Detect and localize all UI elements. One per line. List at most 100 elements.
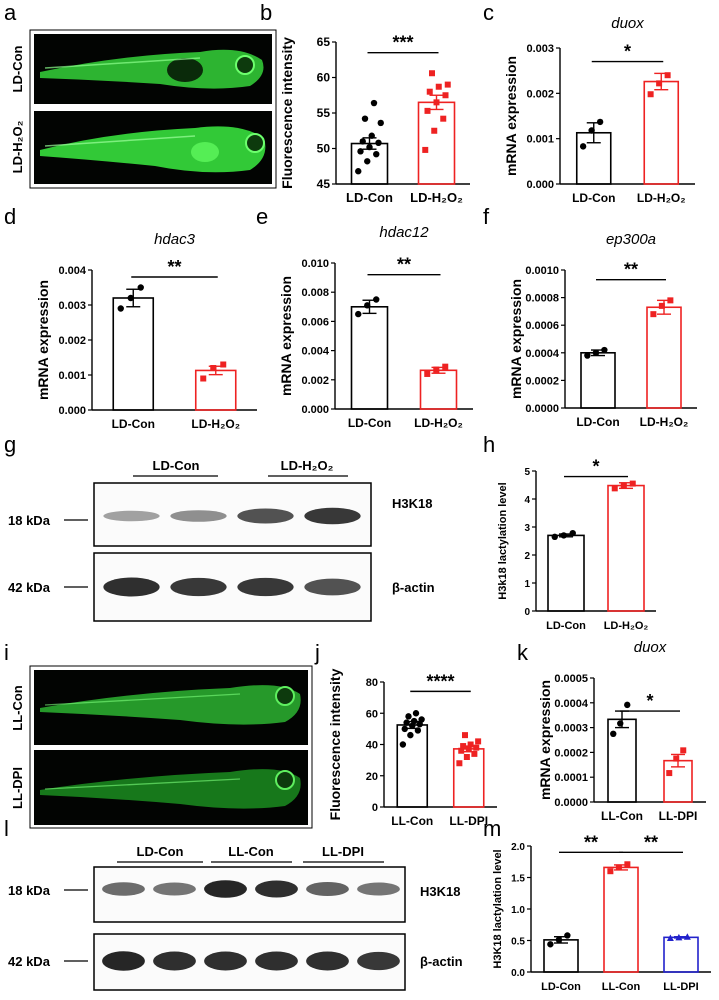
data-point (373, 150, 380, 158)
data-point (426, 88, 433, 95)
data-point (210, 365, 217, 371)
y-tick-label: 0.0000 (554, 797, 588, 809)
y-axis-label: mRNA expression (35, 280, 51, 400)
x-tick-label: LD-H₂O₂ (410, 190, 463, 205)
x-tick-label: LL-DPI (663, 981, 698, 993)
data-point (410, 717, 418, 725)
data-point (458, 747, 465, 754)
bar (603, 866, 639, 973)
data-point (418, 716, 425, 723)
band-3 (204, 951, 247, 971)
data-point (584, 352, 591, 359)
panel-letter-h: h (483, 432, 495, 457)
data-point (405, 713, 412, 720)
panel-letter-a: a (4, 0, 17, 25)
data-point (611, 485, 618, 492)
data-point (200, 375, 207, 382)
y-tick-label: 0.0005 (554, 673, 588, 685)
blot-g-group-2: LD-H₂O₂ (281, 458, 334, 473)
blot-g-band-actin: β-actin (392, 580, 435, 595)
y-tick-label: 45 (317, 177, 331, 191)
y-tick-label: 0.010 (301, 258, 329, 270)
y-tick-label: 0.003 (58, 300, 86, 312)
y-tick-label: 55 (317, 106, 331, 120)
y-axis-label: mRNA expression (508, 279, 524, 399)
x-tick-label: LL-Con (391, 814, 433, 828)
data-point (424, 107, 431, 114)
y-tick-label: 0 (524, 607, 530, 618)
data-point (422, 146, 429, 153)
data-point (444, 81, 451, 88)
data-point (370, 99, 378, 107)
data-point (399, 741, 407, 748)
y-tick-label: 2 (524, 551, 530, 562)
data-point (658, 302, 665, 309)
data-point (424, 370, 431, 377)
band-1 (102, 951, 145, 971)
data-point (620, 482, 627, 489)
y-tick-label: 0.001 (526, 134, 554, 146)
y-tick-label: 60 (317, 71, 331, 85)
y-tick-label: 4 (524, 495, 530, 506)
data-point (414, 727, 422, 734)
band-2 (153, 951, 196, 971)
bar (646, 306, 682, 409)
y-tick-label: 0.004 (58, 265, 86, 277)
data-point (673, 755, 680, 762)
data-point (675, 933, 683, 941)
data-point (555, 936, 563, 944)
x-tick-label: LD-H₂O₂ (191, 417, 240, 431)
data-point (607, 868, 614, 875)
data-point (617, 720, 624, 727)
y-tick-label: 0.0008 (525, 293, 559, 305)
y-tick-label: 65 (317, 35, 331, 49)
data-point (429, 70, 435, 77)
y-tick-label: 0.002 (58, 335, 86, 347)
data-point (666, 770, 673, 777)
bar (112, 297, 155, 411)
significance-label: ** (584, 832, 598, 852)
data-point (433, 366, 440, 373)
band-2 (170, 510, 227, 522)
data-point (435, 83, 442, 90)
panel-a-images: LD-Con LD-H₂O₂ (10, 29, 277, 189)
y-tick-label: 0.004 (301, 346, 329, 358)
chart-m: 0.0 0.5 1.0 1.5 2.0 H3K18 lactylation level LD… (492, 832, 711, 993)
y-axis-label: mRNA expression (537, 680, 553, 800)
data-point (412, 710, 420, 717)
panel-letter-c: c (483, 0, 494, 25)
bar (350, 305, 389, 410)
significance-label: * (592, 457, 599, 477)
y-tick-label: 0.002 (301, 375, 329, 387)
band-5 (306, 881, 349, 897)
blot-l-group-3: LL-DPI (322, 844, 364, 859)
panel-letter-g: g (4, 432, 16, 457)
blot-l-group-2: LL-Con (228, 844, 274, 859)
chart-title: ep300a (606, 231, 656, 248)
data-point (373, 296, 380, 303)
y-tick-label: 1.5 (511, 874, 525, 885)
data-point (364, 158, 371, 165)
larva-lldpi (40, 769, 301, 809)
chart-b: 45 50 55 60 65 Fluorescence intensity LD-Con LD… (279, 33, 470, 205)
y-tick-label: 0 (372, 802, 378, 814)
y-tick-label: 0.000 (526, 179, 554, 191)
bar (547, 534, 585, 612)
data-point (579, 143, 587, 150)
y-axis-label: mRNA expression (278, 276, 294, 396)
band-1 (103, 510, 160, 522)
panel-letter-k: k (517, 640, 529, 665)
data-point (220, 361, 227, 368)
y-tick-label: 0.003 (526, 43, 554, 55)
data-point (475, 738, 482, 745)
panel-i-label-con: LL-Con (10, 685, 25, 731)
significance-label: ** (624, 260, 638, 280)
y-tick-label: 0.000 (301, 404, 329, 416)
x-tick-label: LD-Con (546, 620, 586, 632)
panel-g-blot: LD-Con LD-H₂O₂ 18 kDa 42 kDa H3K18 β-act… (8, 458, 435, 622)
y-tick-label: 0.0004 (525, 348, 560, 360)
y-tick-label: 0.0 (511, 968, 525, 979)
x-tick-label: LD-Con (346, 190, 393, 205)
y-tick-label: 1 (524, 579, 530, 590)
y-tick-label: 40 (366, 740, 378, 752)
